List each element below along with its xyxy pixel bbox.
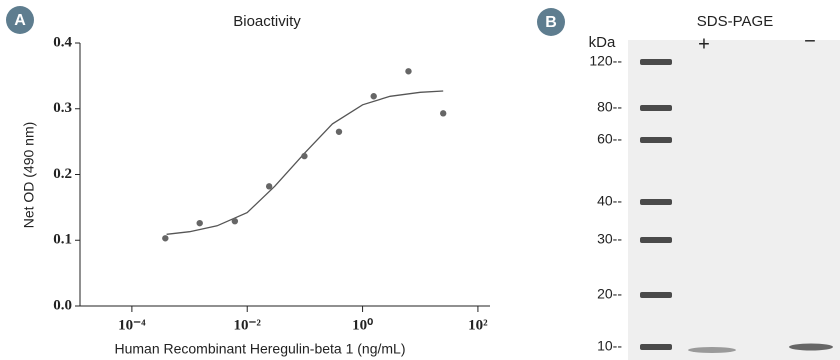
- marker-label: 20--: [597, 286, 622, 302]
- chart-title: Bioactivity: [233, 13, 301, 30]
- data-point: [197, 220, 203, 226]
- marker-label: 10--: [597, 338, 622, 354]
- y-tick-label: 0.4: [53, 34, 72, 50]
- sample-band: [789, 344, 833, 351]
- y-tick-label: 0.2: [53, 166, 72, 182]
- marker-label: 40--: [597, 193, 622, 209]
- gel-unit: kDa: [589, 34, 616, 51]
- data-point: [232, 218, 238, 224]
- data-point: [162, 235, 168, 241]
- marker-label: 80--: [597, 99, 622, 115]
- marker-label: 60--: [597, 131, 622, 147]
- ladder-band: [640, 59, 672, 65]
- y-tick-label: 0.3: [53, 100, 72, 116]
- lane-label: −: [804, 30, 816, 52]
- x-tick-label: 10⁻⁴: [118, 317, 146, 333]
- ladder-band: [640, 105, 672, 111]
- data-point: [266, 183, 272, 189]
- marker-label: 30--: [597, 231, 622, 247]
- data-point: [301, 153, 307, 159]
- gel-title: SDS-PAGE: [697, 13, 773, 30]
- badge-label: B: [545, 14, 557, 31]
- x-axis-label: Human Recombinant Heregulin-beta 1 (ng/m…: [114, 341, 405, 357]
- ladder-band: [640, 237, 672, 243]
- y-tick-label: 0.0: [53, 297, 72, 313]
- ladder-band: [640, 292, 672, 298]
- fit-curve: [167, 91, 444, 234]
- marker-label: 120--: [589, 53, 622, 69]
- ladder-band: [640, 344, 672, 350]
- y-tick-label: 0.1: [53, 232, 72, 248]
- data-point: [440, 110, 446, 116]
- figure: A B Bioactivity Net OD (490 nm) Human Re…: [0, 0, 840, 360]
- ladder-band: [640, 199, 672, 205]
- badge-label: A: [14, 12, 26, 29]
- lane-label: +: [698, 33, 710, 55]
- ladder-band: [640, 137, 672, 143]
- data-point: [371, 93, 377, 99]
- data-point: [336, 129, 342, 135]
- x-tick-label: 10⁻²: [234, 317, 262, 333]
- y-axis-label: Net OD (490 nm): [21, 122, 37, 229]
- x-tick-label: 10²: [468, 317, 488, 333]
- sample-band: [688, 347, 736, 353]
- x-tick-label: 10⁰: [352, 317, 373, 333]
- data-point: [405, 68, 411, 74]
